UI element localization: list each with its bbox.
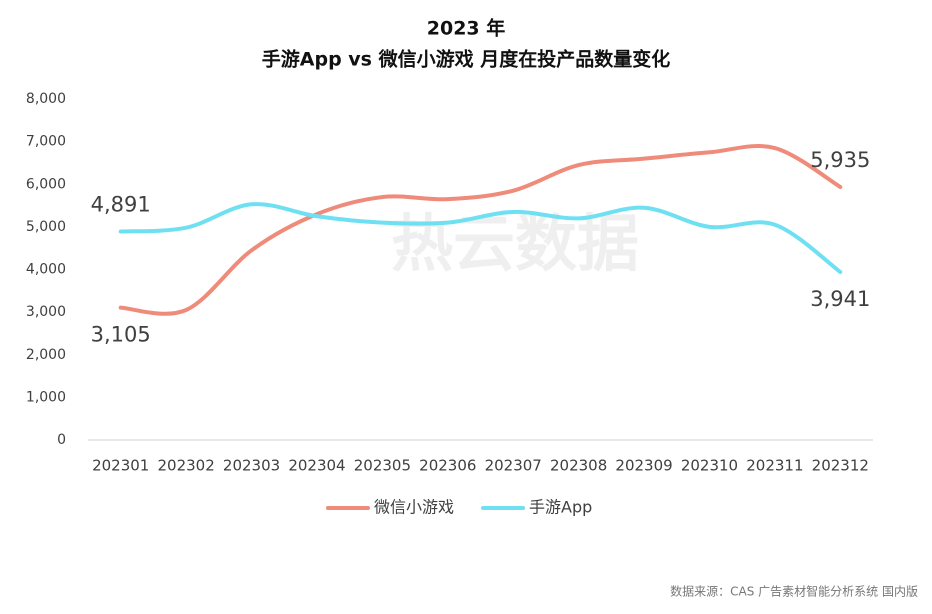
chart-title: 2023 年 <box>427 17 506 40</box>
x-tick-label: 202303 <box>223 457 280 475</box>
y-tick-label: 7,000 <box>26 134 66 150</box>
y-tick-label: 8,000 <box>26 91 66 107</box>
line-series <box>118 144 843 316</box>
x-tick-label: 202307 <box>485 457 542 475</box>
y-tick-label: 5,000 <box>26 219 66 235</box>
line-series <box>118 202 843 275</box>
x-tick-label: 202309 <box>615 457 672 475</box>
y-tick-label: 0 <box>57 432 66 448</box>
data-label: 3,105 <box>91 323 151 347</box>
data-label: 3,941 <box>810 287 870 311</box>
x-tick-label: 202310 <box>681 457 738 475</box>
y-tick-label: 6,000 <box>26 176 66 192</box>
y-tick-label: 2,000 <box>26 347 66 363</box>
x-tick-label: 202311 <box>746 457 803 475</box>
y-tick-label: 4,000 <box>26 262 66 278</box>
watermark: 热云数据 <box>391 207 639 280</box>
data-label: 5,935 <box>810 148 870 172</box>
x-tick-label: 202302 <box>157 457 214 475</box>
y-tick-label: 3,000 <box>26 304 66 320</box>
chart-subtitle: 手游App vs 微信小游戏 月度在投产品数量变化 <box>262 48 670 71</box>
x-tick-label: 202304 <box>288 457 345 475</box>
source-note: 数据来源：CAS 广告素材智能分析系统 国内版 <box>670 584 918 599</box>
y-tick-label: 1,000 <box>26 389 66 405</box>
x-tick-label: 202305 <box>354 457 411 475</box>
legend-label: 微信小游戏 <box>374 498 454 517</box>
data-label: 4,891 <box>91 193 151 217</box>
x-tick-label: 202301 <box>92 457 149 475</box>
legend-label: 手游App <box>529 498 592 517</box>
x-tick-label: 202308 <box>550 457 607 475</box>
x-tick-label: 202312 <box>812 457 869 475</box>
x-tick-label: 202306 <box>419 457 476 475</box>
